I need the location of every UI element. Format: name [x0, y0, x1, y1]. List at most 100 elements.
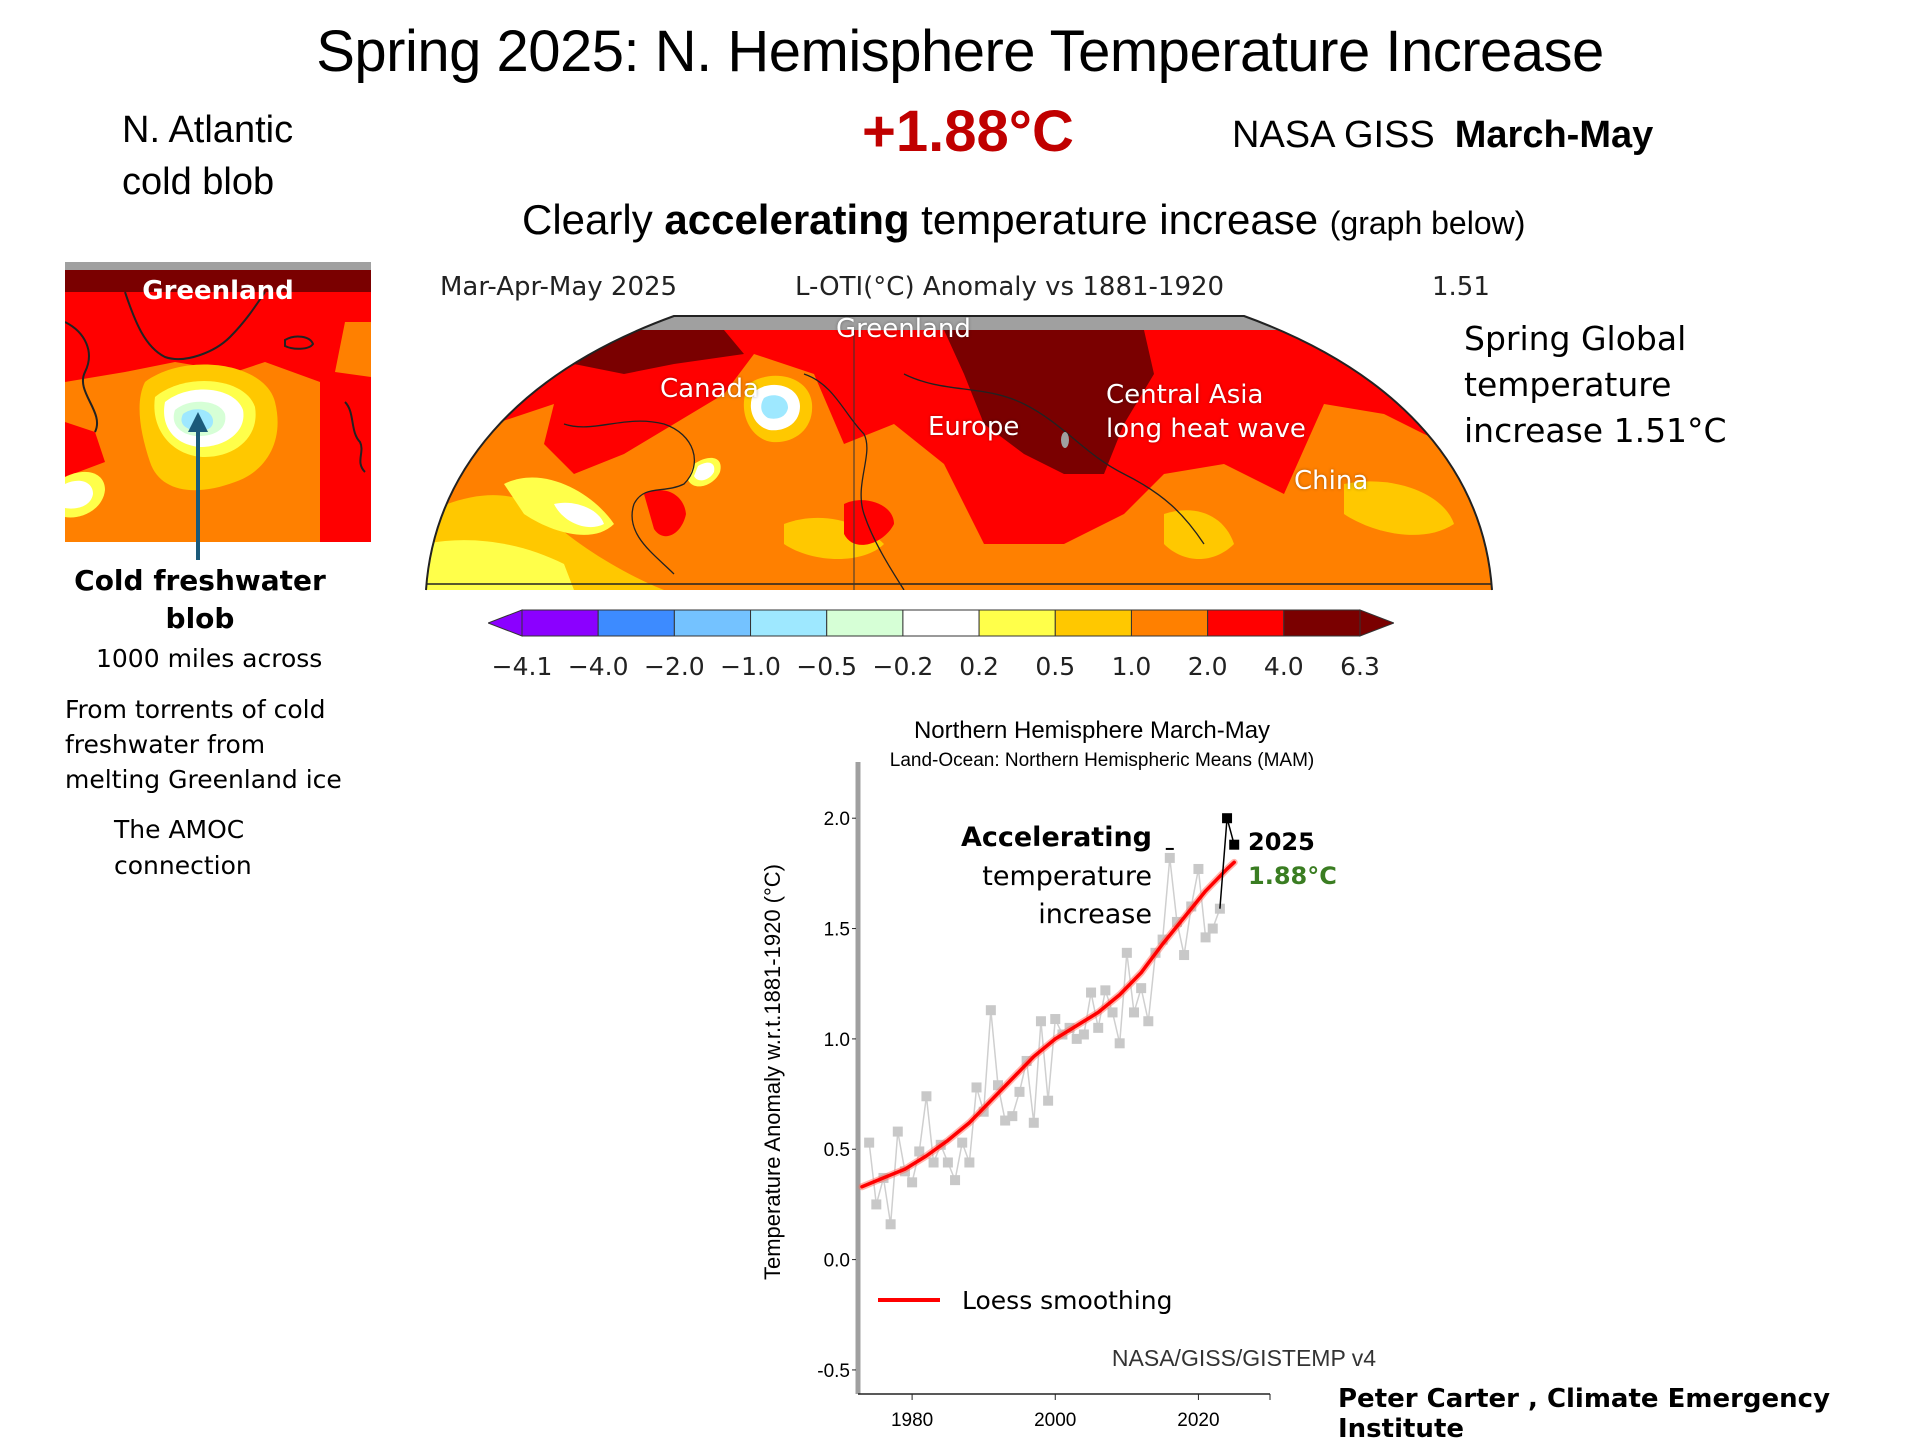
observed-point	[1050, 1014, 1061, 1025]
annotation-accelerating: Accelerating	[961, 822, 1152, 853]
heading-line: cold blob	[122, 161, 275, 203]
colorbar-tick-label: −4.1	[491, 652, 553, 681]
observed-point	[1200, 932, 1211, 943]
colorbar-tick-labels: −4.1 −4.0 −2.0 −1.0 −0.5 −0.2 0.2 0.5 1.0 2.0 4.0 6…	[490, 652, 1390, 688]
map-header-period: Mar-Apr-May 2025	[440, 272, 678, 302]
observed-point	[921, 1091, 932, 1102]
colorbar-swatch	[597, 609, 675, 637]
map-label-central-asia: Central Asia	[1106, 380, 1264, 410]
chart-axes: -0.5 0.0 0.5 1.0 1.5 2.0 1980 2000 2020	[817, 762, 1271, 1431]
inset-map-north-atlantic: Greenland	[65, 262, 371, 542]
blob-title-line: blob	[165, 602, 235, 635]
heading-line: N. Atlantic	[122, 109, 294, 151]
colorbar-left-extend	[488, 609, 523, 637]
nh-anomaly-map: Greenland Canada Europe Central Asia lon…	[424, 314, 1494, 594]
colorbar-tick-label: 1.0	[1111, 652, 1152, 681]
arrow-shaft	[196, 420, 200, 560]
legend-label-loess: Loess smoothing	[962, 1286, 1172, 1315]
observed-point	[1043, 1095, 1054, 1106]
observed-point	[1078, 1029, 1089, 1040]
map-header-value: 1.51	[1432, 272, 1490, 302]
observed-point	[950, 1175, 961, 1186]
observed-point	[864, 1137, 875, 1148]
colorbar-right-extend	[1359, 609, 1394, 637]
colorbar-tick-label: −4.0	[567, 652, 629, 681]
observed-point	[914, 1146, 925, 1157]
loess-line	[860, 860, 1236, 1189]
chart-subtitle: Land-Ocean: Northern Hemispheric Means (…	[890, 750, 1315, 771]
map-label-canada: Canada	[660, 374, 759, 404]
colorbar-swatch	[1130, 609, 1209, 637]
observed-point	[892, 1126, 903, 1137]
annotation-increase: increase	[1038, 899, 1152, 930]
desc-line: From torrents of cold	[65, 695, 326, 724]
recent-point	[1229, 839, 1240, 850]
observed-point	[907, 1177, 918, 1188]
colorbar-swatch	[673, 609, 752, 637]
loess-series	[858, 858, 1238, 1191]
colorbar-tick-label: 6.3	[1340, 652, 1380, 681]
nh-temperature-chart: Northern Hemisphere March-May Land-Ocean…	[760, 717, 1376, 1431]
map-label-heat-wave: long heat wave	[1106, 414, 1306, 444]
inset-label-greenland: Greenland	[142, 276, 294, 306]
colorbar-tick-label: −0.2	[872, 652, 934, 681]
amoc-line: connection	[114, 851, 252, 880]
map-graphic	[425, 315, 1493, 591]
observed-point	[1179, 950, 1190, 961]
observed-point	[1129, 1007, 1139, 1018]
chart-title: Northern Hemisphere March-May	[914, 717, 1270, 744]
observed-point	[957, 1137, 968, 1148]
colorbar-tick-label: −2.0	[644, 652, 705, 681]
map-label-china: China	[1294, 466, 1369, 496]
amoc-note: The AMOC connection	[114, 812, 252, 884]
colorbar-tick-label: −0.5	[796, 652, 858, 681]
chart-source-note: NASA/GISS/GISTEMP v4	[1112, 1345, 1376, 1371]
colorbar-tick-label: 0.5	[1035, 652, 1076, 681]
note-line: increase 1.51°C	[1464, 411, 1727, 450]
y-tick-label: 2.0	[824, 809, 850, 830]
map-label-europe: Europe	[928, 412, 1020, 442]
colorbar-swatch	[826, 609, 904, 637]
annotation-temperature: temperature	[982, 861, 1152, 892]
observed-point	[1000, 1115, 1011, 1126]
blob-title-line: Cold freshwater	[74, 564, 326, 597]
north-atlantic-heading: N. Atlantic cold blob	[122, 104, 293, 208]
observed-point	[1014, 1086, 1025, 1097]
source-label: NASA GISS	[1232, 114, 1435, 156]
observed-point	[1093, 1022, 1104, 1033]
observed-point	[928, 1157, 939, 1168]
colorbar-swatch	[1207, 609, 1285, 637]
observed-point	[964, 1157, 975, 1168]
y-tick-label: 0.5	[824, 1140, 850, 1161]
annotation-value-2025: 1.88°C	[1248, 862, 1337, 890]
observed-point	[1035, 1016, 1046, 1027]
observed-point	[942, 1157, 953, 1168]
observed-point	[1107, 1007, 1118, 1018]
slide-title: Spring 2025: N. Hemisphere Temperature I…	[316, 19, 1604, 84]
observed-point	[993, 1080, 1003, 1091]
observed-point	[1007, 1111, 1018, 1122]
y-tick-label: -0.5	[817, 1361, 850, 1382]
observed-point	[1207, 923, 1218, 934]
observed-point	[1143, 1016, 1154, 1027]
subtitle-suffix: temperature increase	[909, 196, 1330, 243]
observed-point	[1114, 1038, 1125, 1049]
observed-point	[871, 1199, 882, 1210]
spring-global-note: Spring Global temperature increase 1.51°…	[1464, 316, 1727, 454]
colorbar-swatch	[902, 609, 980, 637]
desc-line: melting Greenland ice	[65, 765, 342, 794]
y-tick-label: 1.5	[824, 920, 850, 941]
observed-point	[1086, 987, 1097, 998]
observed-point	[1193, 863, 1204, 874]
cold-blob-title: Cold freshwater blob	[60, 562, 340, 638]
observed-point	[1136, 983, 1147, 994]
author-credit: Peter Carter , Climate Emergency Institu…	[1338, 1384, 1831, 1444]
colorbar-swatch	[1283, 609, 1361, 637]
desc-line: freshwater from	[65, 730, 266, 759]
colorbar-tick-label: 4.0	[1263, 652, 1304, 681]
colorbar-tick-label: −1.0	[720, 652, 781, 681]
recent-series	[1219, 813, 1240, 909]
blob-description: From torrents of cold freshwater from me…	[65, 692, 395, 797]
source-period-label: NASA GISS March-May	[1232, 114, 1653, 157]
x-tick-label: 2020	[1177, 1410, 1219, 1431]
